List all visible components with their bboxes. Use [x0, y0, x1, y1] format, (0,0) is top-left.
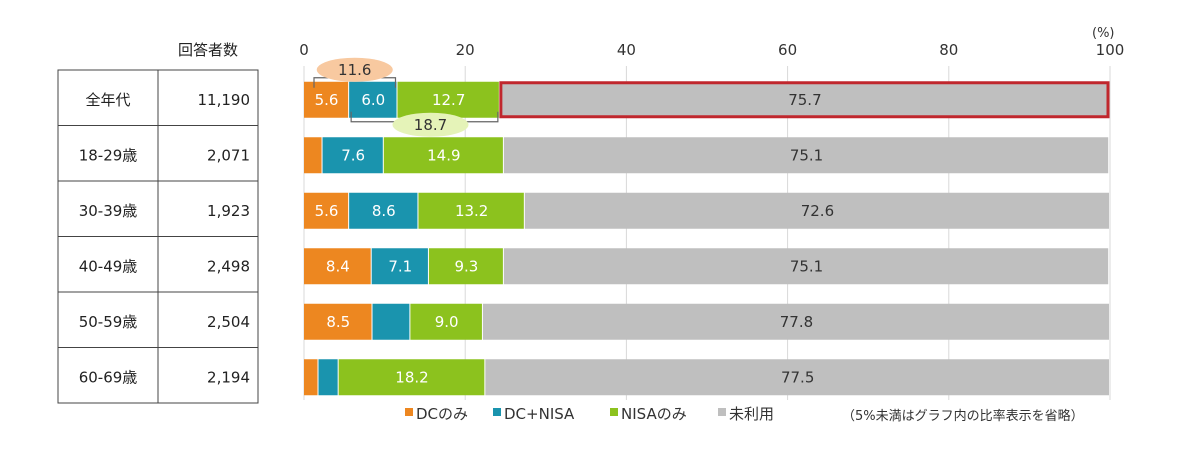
- x-tick-label: 60: [778, 41, 797, 59]
- legend-label: DCのみ: [416, 405, 468, 423]
- table-cell-count: 2,071: [207, 146, 250, 164]
- annotation-bubble-18-7: [392, 112, 469, 137]
- bar-data-label: 12.7: [432, 91, 465, 109]
- bar-segment: [485, 359, 1110, 396]
- bar-segment: [372, 303, 410, 340]
- bar-segment: [397, 81, 499, 118]
- x-tick-label: 100: [1096, 41, 1125, 59]
- bar-data-label: 6.0: [361, 91, 385, 109]
- footnote: （5%未満はグラフ内の比率表示を省略）: [842, 408, 1084, 424]
- bar-segment: [383, 137, 503, 174]
- bar-data-label: 77.5: [781, 368, 814, 386]
- bar-segment: [410, 303, 482, 340]
- bar-segment: [304, 359, 318, 396]
- bar-data-label: 8.4: [326, 257, 350, 275]
- annotation-text-11-6: 11.6: [338, 61, 371, 79]
- x-tick-label: 80: [939, 41, 958, 59]
- legend-label: DC+NISA: [504, 405, 575, 423]
- bar-data-label: 14.9: [427, 146, 460, 164]
- bar-segment: [499, 81, 1109, 118]
- bars: 5.6 6.0 12.7 75.7 7.6 14.9 75.1 5.6 8.6 13.2 72.6 8…: [304, 81, 1110, 396]
- table-cell-age: 全年代: [85, 91, 130, 109]
- bar-data-label: 13.2: [455, 202, 488, 220]
- table-cell-count: 1,923: [207, 202, 250, 220]
- respondent-table: 回答者数 全年代 11,190 18-29歳 2,071 30-39歳 1,923 40-4…: [57, 41, 259, 404]
- x-tick-label: 0: [299, 41, 309, 59]
- bar-data-label: 5.6: [315, 91, 339, 109]
- bar-data-label: 18.2: [395, 368, 428, 386]
- table-cell-count: 2,498: [207, 257, 250, 275]
- bar-data-label: 75.1: [790, 257, 823, 275]
- table-cell-count: 2,504: [207, 313, 250, 331]
- bar-segment: [304, 137, 322, 174]
- bar-segment: [322, 137, 383, 174]
- table-cell-age: 60-69歳: [79, 368, 138, 386]
- bar-segment: [503, 137, 1109, 174]
- annotation-text-18-7: 18.7: [414, 116, 447, 134]
- highlight-box: [499, 81, 1110, 119]
- bar-segment: [304, 248, 371, 285]
- bar-data-label: 7.1: [388, 257, 412, 275]
- bar-segment: [428, 248, 503, 285]
- x-axis-unit: (%): [1092, 26, 1115, 41]
- table-header-count: 回答者数: [178, 41, 238, 59]
- bar-segment: [338, 359, 485, 396]
- bar-segment: [371, 248, 428, 285]
- bar-segment: [304, 192, 349, 229]
- bar-segment: [503, 248, 1109, 285]
- annotation-bubble-11-6: [316, 57, 393, 82]
- table-cell-count: 11,190: [198, 91, 251, 109]
- x-axis-ticks: (%) 0 20 40 60 80 100: [299, 26, 1124, 59]
- bar-data-label: 9.0: [435, 313, 459, 331]
- bar-data-label: 7.6: [341, 146, 365, 164]
- bar-segment: [349, 81, 397, 118]
- bar-segment: [418, 192, 524, 229]
- table-cell-age: 30-39歳: [79, 202, 138, 220]
- bar-segment: [482, 303, 1109, 340]
- legend-swatch: [610, 408, 618, 416]
- bar-segment: [304, 303, 372, 340]
- table-cell-count: 2,194: [207, 368, 250, 386]
- x-tick-label: 20: [456, 41, 475, 59]
- bar-data-label: 8.6: [372, 202, 396, 220]
- bar-segment: [304, 81, 349, 118]
- bar-segment: [349, 192, 418, 229]
- bar-data-label: 75.7: [788, 91, 821, 109]
- legend-label: NISAのみ: [621, 405, 687, 423]
- bar-segment: [318, 359, 338, 396]
- bar-data-label: 8.5: [326, 313, 350, 331]
- annotations: 11.6 18.7: [313, 57, 499, 137]
- legend-swatch: [493, 408, 501, 416]
- bar-data-label: 77.8: [780, 313, 813, 331]
- legend-label: 未利用: [729, 405, 774, 423]
- legend-swatch: [718, 408, 726, 416]
- table-cell-age: 50-59歳: [79, 313, 138, 331]
- bar-segment: [524, 192, 1109, 229]
- bar-data-label: 9.3: [454, 257, 478, 275]
- bar-data-label: 5.6: [315, 202, 339, 220]
- table-cell-age: 18-29歳: [79, 146, 138, 164]
- bar-data-label: 72.6: [801, 202, 834, 220]
- table-cell-age: 40-49歳: [79, 257, 138, 275]
- x-tick-label: 40: [617, 41, 636, 59]
- bar-data-label: 75.1: [790, 146, 823, 164]
- legend-swatch: [405, 408, 413, 416]
- legend: （5%未満はグラフ内の比率表示を省略） DCのみ DC+NISA NISAのみ 未利用: [405, 405, 1084, 424]
